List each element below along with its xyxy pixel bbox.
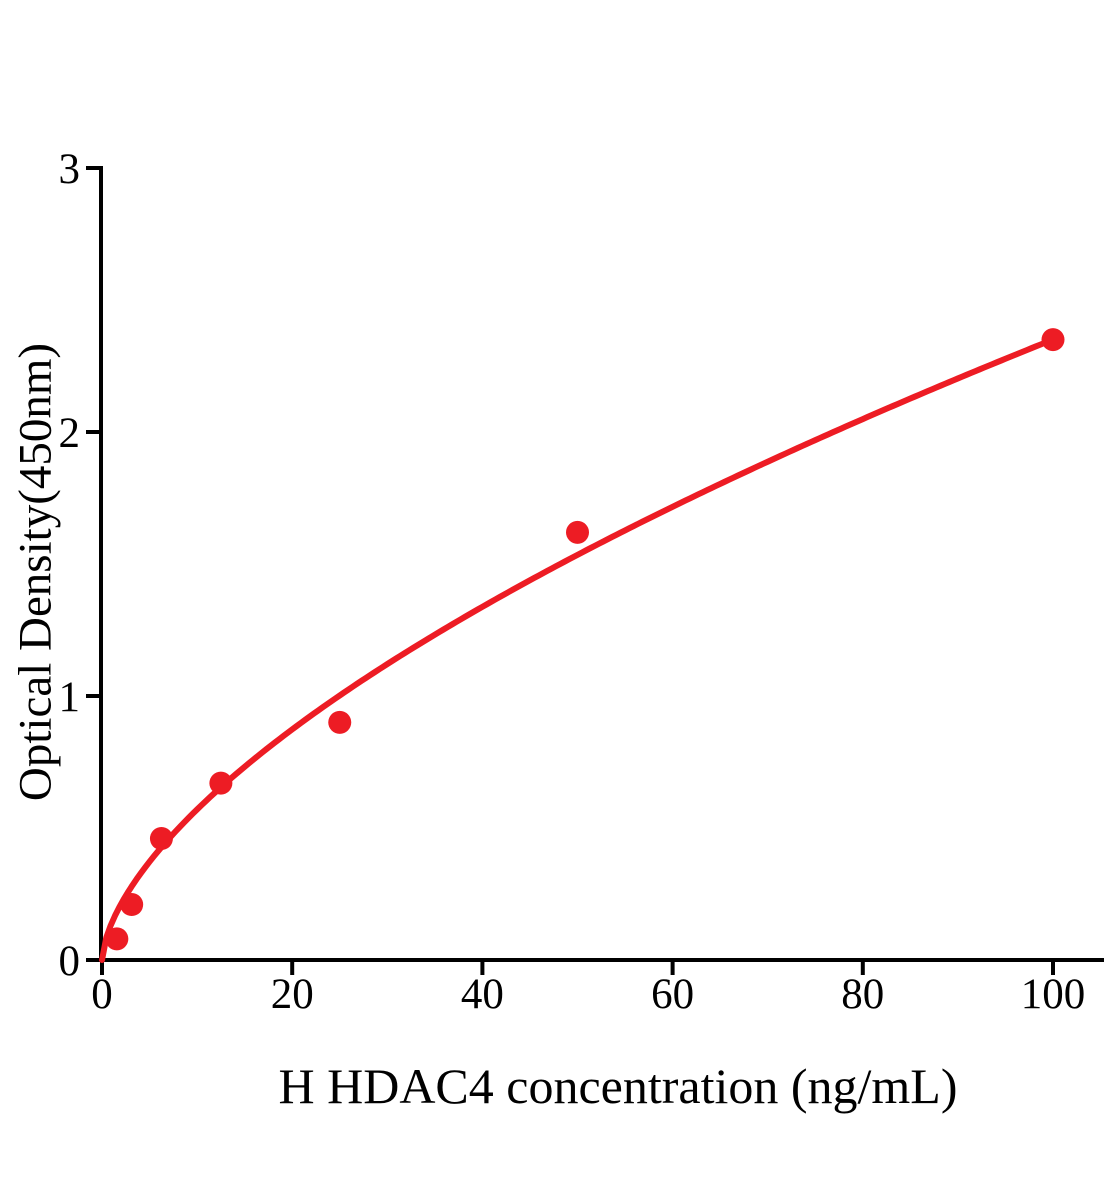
x-axis-title: H HDAC4 concentration (ng/mL) (278, 1058, 958, 1114)
fit-curve (99, 336, 1056, 963)
x-tick-label: 80 (841, 971, 884, 1018)
data-point (120, 893, 144, 917)
y-tick-label: 2 (59, 410, 81, 457)
y-tick-label: 1 (59, 674, 81, 721)
x-tick-label: 20 (271, 971, 314, 1018)
y-tick-label: 3 (59, 146, 81, 193)
x-tick-label: 40 (461, 971, 504, 1018)
x-tick-label: 0 (91, 971, 113, 1018)
data-point (1041, 328, 1065, 352)
data-point (209, 771, 233, 795)
y-tick-label: 0 (59, 938, 81, 985)
data-point (105, 927, 129, 951)
x-tick-label: 100 (1021, 971, 1086, 1018)
y-axis-title: Optical Density(450nm) (9, 342, 62, 802)
data-point (328, 710, 352, 734)
data-point (566, 520, 589, 544)
x-tick-label: 60 (651, 971, 694, 1018)
data-point (149, 827, 173, 851)
